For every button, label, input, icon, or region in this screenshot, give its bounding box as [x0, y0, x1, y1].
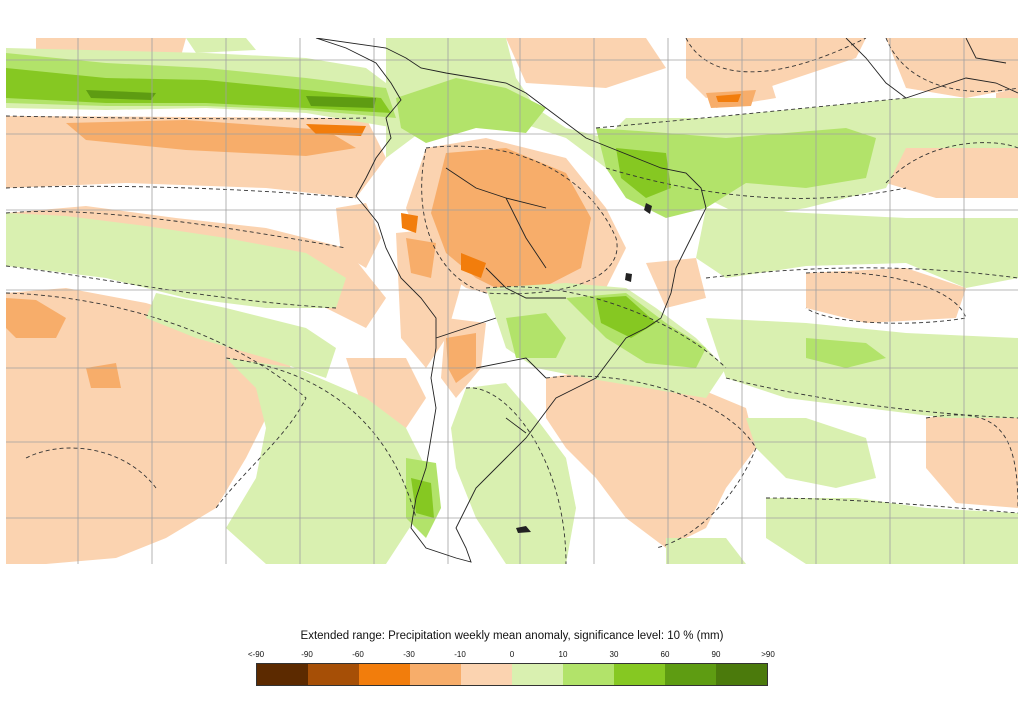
legend-labels: <-90 -90 -60 -30 -10 0 10 30 60 90 >90: [230, 650, 790, 662]
coastlines: [315, 38, 1018, 563]
legend-swatch: [512, 664, 563, 685]
legend-title: Extended range: Precipitation weekly mea…: [300, 630, 724, 642]
legend-label: <-90: [247, 650, 265, 659]
legend-swatch: [665, 664, 716, 685]
legend-label: -10: [454, 650, 466, 659]
legend-swatch: [563, 664, 614, 685]
islands: [516, 203, 652, 533]
legend-colorbar: [256, 663, 768, 686]
positive-anomaly-dark: [86, 90, 376, 108]
legend-label: -90: [301, 650, 313, 659]
legend-label: 0: [509, 650, 515, 659]
positive-anomaly-strong: [6, 68, 671, 518]
legend-swatch: [716, 664, 767, 685]
legend-swatch: [410, 664, 461, 685]
legend-label: -60: [352, 650, 364, 659]
legend-label: >90: [761, 650, 775, 659]
legend-swatch: [257, 664, 308, 685]
legend-label: 10: [558, 650, 568, 659]
legend-label: 90: [711, 650, 721, 659]
legend-swatch: [359, 664, 410, 685]
map-svg: [6, 38, 1018, 564]
legend-swatch: [614, 664, 665, 685]
legend-label: 30: [609, 650, 619, 659]
legend-label: 60: [660, 650, 670, 659]
negative-anomaly-strong: [306, 94, 741, 278]
legend-label: -30: [403, 650, 415, 659]
legend-swatch: [308, 664, 359, 685]
significance-contours: [6, 38, 1018, 564]
legend-swatch: [461, 664, 512, 685]
precipitation-anomaly-map: [6, 38, 1018, 564]
